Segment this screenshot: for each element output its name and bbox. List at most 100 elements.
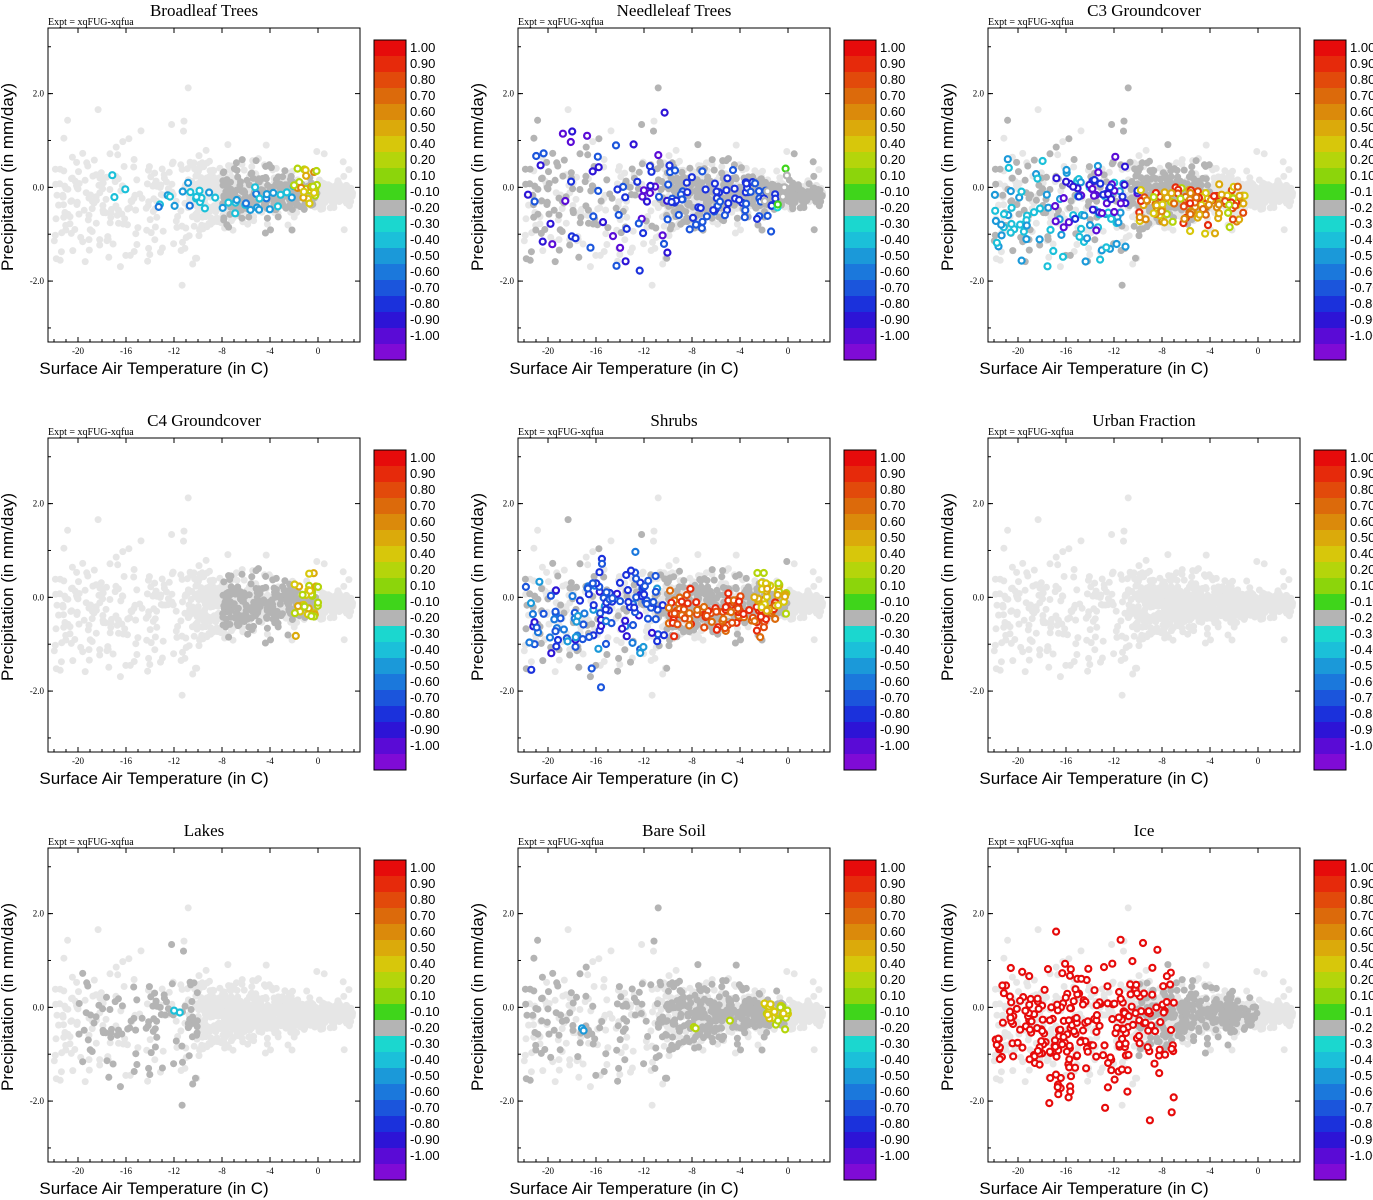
data-point <box>521 165 529 173</box>
data-point <box>686 164 694 172</box>
data-point <box>234 173 242 181</box>
data-point <box>628 165 636 173</box>
data-point <box>549 149 557 157</box>
data-point <box>991 165 999 173</box>
colorbar-swatch <box>844 168 876 184</box>
colorbar-swatch <box>844 104 876 120</box>
data-point <box>1126 158 1134 166</box>
colorbar-swatch <box>844 184 876 200</box>
data-point <box>84 162 92 170</box>
data-point <box>616 251 624 258</box>
data-point <box>712 187 721 196</box>
data-point <box>1200 229 1210 238</box>
data-point <box>158 165 166 173</box>
colorbar-swatch <box>844 296 876 312</box>
data-point <box>1209 166 1217 174</box>
data-point <box>555 211 563 219</box>
colorbar-swatch <box>374 40 406 56</box>
data-point <box>572 195 580 203</box>
data-point <box>1120 162 1130 171</box>
data-point <box>732 141 740 149</box>
data-point <box>75 210 83 218</box>
colorbar-swatch <box>374 152 406 168</box>
data-point <box>539 247 547 255</box>
data-point <box>320 150 328 158</box>
colorbar-label: 0.90 <box>410 56 435 71</box>
data-point <box>220 214 228 222</box>
data-point <box>732 175 740 183</box>
data-point <box>1253 148 1261 155</box>
data-point <box>633 177 642 186</box>
data-point <box>1080 211 1089 220</box>
x-tick-label: -4 <box>736 346 744 356</box>
data-point <box>192 211 200 218</box>
data-point <box>153 213 161 221</box>
data-point <box>238 187 246 195</box>
x-tick-label: -16 <box>590 346 602 356</box>
data-point <box>1051 217 1060 226</box>
data-point <box>1129 260 1137 268</box>
data-point <box>137 127 145 135</box>
data-point <box>640 240 648 248</box>
colorbar-label: 0.20 <box>880 152 905 167</box>
data-point <box>194 165 202 173</box>
data-point <box>1017 256 1026 265</box>
data-point <box>112 202 120 210</box>
data-point <box>282 188 291 197</box>
x-axis-label: Surface Air Temperature (in C) <box>39 359 268 378</box>
data-point <box>697 224 707 233</box>
data-point <box>1007 197 1015 205</box>
data-point <box>612 204 620 212</box>
colorbar-swatch <box>374 280 406 296</box>
data-point <box>122 251 130 259</box>
data-point <box>125 135 133 143</box>
data-point <box>1204 181 1212 189</box>
data-point <box>530 134 538 142</box>
data-point <box>691 220 701 229</box>
y-tick-label: 0.0 <box>33 182 45 192</box>
data-point <box>73 158 81 166</box>
data-point <box>193 254 201 262</box>
data-point <box>742 179 751 188</box>
data-point <box>144 257 152 265</box>
data-point <box>588 182 596 190</box>
data-point <box>127 197 135 205</box>
colorbar-swatch <box>374 104 406 120</box>
data-point <box>594 163 603 172</box>
data-point <box>615 243 625 252</box>
colorbar-swatch <box>844 72 876 88</box>
data-point <box>159 227 167 235</box>
data-point <box>545 168 552 176</box>
data-point <box>589 212 598 221</box>
data-point <box>694 186 702 193</box>
experiment-label: Expt = xqFUG-xqfua <box>518 17 604 28</box>
data-point <box>561 196 570 206</box>
data-point <box>782 171 792 180</box>
data-point <box>255 175 263 183</box>
colorbar-swatch <box>844 136 876 152</box>
data-point <box>586 243 595 252</box>
data-point <box>652 224 660 232</box>
data-point <box>231 209 240 218</box>
data-point <box>675 182 683 190</box>
data-point <box>1159 181 1167 189</box>
data-point <box>582 131 592 140</box>
x-tick-label: -12 <box>638 346 650 356</box>
data-point <box>334 177 342 185</box>
data-point <box>112 143 120 151</box>
data-point <box>52 255 60 263</box>
data-point <box>746 187 755 196</box>
data-point <box>581 178 589 186</box>
data-point <box>566 177 576 186</box>
colorbar-swatch <box>844 264 876 280</box>
data-point <box>1258 183 1266 191</box>
data-point <box>709 206 718 215</box>
y-tick-label: -2.0 <box>500 276 515 286</box>
data-point <box>737 164 745 172</box>
data-point <box>1112 239 1121 249</box>
data-point <box>650 117 658 125</box>
data-point <box>177 207 185 215</box>
data-point <box>634 219 643 228</box>
data-point <box>1136 225 1144 233</box>
data-point <box>1135 232 1143 240</box>
